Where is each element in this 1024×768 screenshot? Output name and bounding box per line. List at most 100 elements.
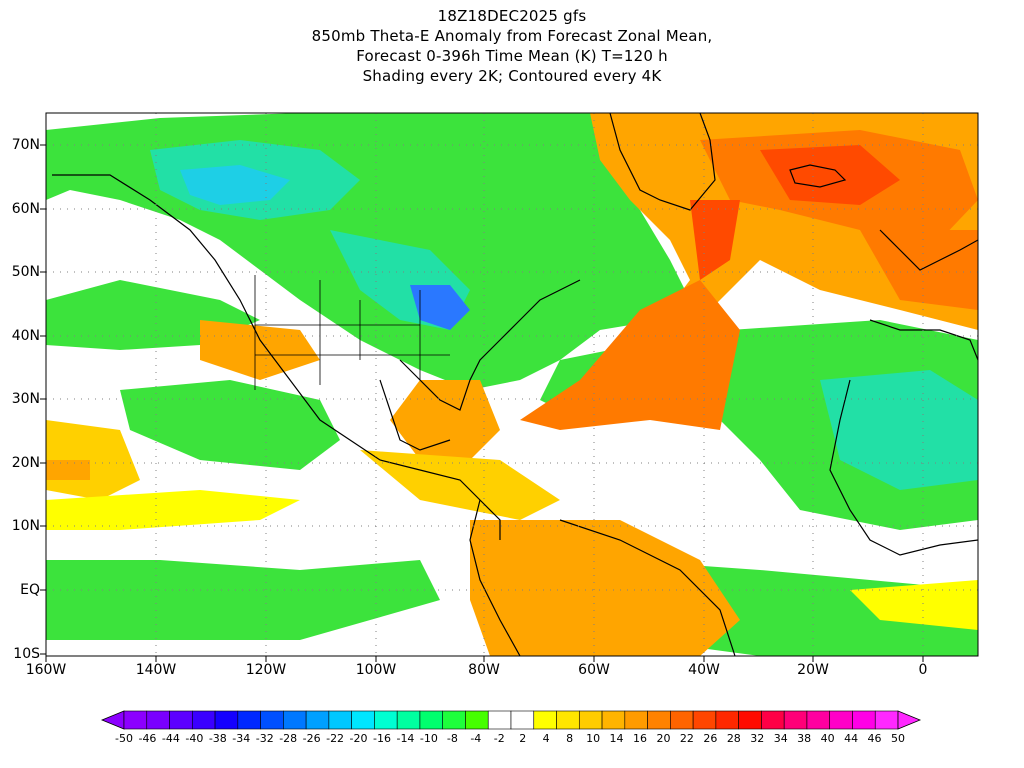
- colorbar-swatch: [169, 710, 193, 730]
- us-state-borders: [254, 275, 450, 390]
- colorbar-swatch: [328, 710, 352, 730]
- colorbar-swatch: [601, 710, 626, 730]
- colorbar-tick-label: -34: [232, 732, 251, 745]
- equatorial-pacific-green-region: [46, 560, 440, 640]
- colorbar-tick-label: -14: [396, 732, 415, 745]
- colorbar-tick-label: -8: [446, 732, 458, 745]
- lat-label-60n: 60N: [11, 201, 40, 217]
- iceland-coastline: [789, 164, 847, 188]
- pacific-green-region: [120, 380, 340, 470]
- colorbar-left-arrow: [100, 710, 125, 730]
- colorbar-swatch: [556, 710, 580, 730]
- colorbar-tick-label: 14: [609, 732, 624, 745]
- lon-label-40w: 40W: [688, 662, 720, 678]
- colorbar-swatch: [260, 710, 284, 730]
- colorbar-tick-label: -44: [161, 732, 180, 745]
- colorbar-tick-label: 26: [703, 732, 718, 745]
- greenland-red-plume: [690, 200, 740, 280]
- colorbar-swatch: [533, 710, 557, 730]
- hawaii-orange-spot: [46, 460, 90, 480]
- colorbar-tick-label: 46: [867, 732, 882, 745]
- title-line-2: 850mb Theta-E Anomaly from Forecast Zona…: [311, 27, 713, 45]
- colorbar-swatch: [692, 710, 717, 730]
- chart-title: 18Z18DEC2025 gfs 850mb Theta-E Anomaly f…: [0, 6, 1024, 86]
- colorbar-swatch: [647, 710, 671, 730]
- west-africa-coastline: [829, 379, 978, 556]
- lat-label-20n: 20N: [11, 455, 40, 471]
- greenland-coastline: [609, 113, 716, 211]
- europe-orange-region: [860, 230, 978, 310]
- colorbar-swatch: [670, 710, 694, 730]
- colorbar-tick-label: -40: [185, 732, 204, 745]
- colorbar-swatch: [874, 710, 899, 730]
- colorbar-swatch: [396, 710, 421, 730]
- americas-west-coastline: [52, 174, 501, 540]
- colorbar-swatch: [829, 710, 853, 730]
- colorbar-swatch: [852, 710, 876, 730]
- sahara-cyan-region: [820, 370, 978, 490]
- europe-coastline: [879, 229, 978, 271]
- colorbar-tick-label: 50: [891, 732, 905, 745]
- south-america-west-coastline: [469, 499, 521, 656]
- colorbar-tick-label: -32: [255, 732, 274, 745]
- lon-label-160w: 160W: [25, 662, 67, 678]
- colorbar-tick-label: 8: [566, 732, 574, 745]
- colorbar-right-arrow: [897, 710, 922, 730]
- colorbar-swatch: [578, 710, 603, 730]
- colorbar-swatch: [351, 710, 375, 730]
- lat-label-eq: EQ: [20, 582, 40, 598]
- lon-label-80w: 80W: [468, 662, 500, 678]
- colorbar-swatch: [146, 710, 170, 730]
- colorbar-tick-label: -46: [138, 732, 157, 745]
- gulf-coastline: [379, 379, 451, 451]
- colorbar-swatch: [237, 710, 261, 730]
- colorbar-swatch: [715, 710, 739, 730]
- colorbar-tick-label: 44: [844, 732, 859, 745]
- lat-label-40n: 40N: [11, 328, 40, 344]
- colorbar-swatch: [305, 710, 330, 730]
- colorbar-tick-label: 34: [773, 732, 788, 745]
- colorbar-tick-label: 38: [797, 732, 812, 745]
- atlantic-plume-orange: [520, 280, 740, 430]
- title-line-1: 18Z18DEC2025 gfs: [437, 7, 587, 25]
- colorbar-swatch: [214, 710, 239, 730]
- colorbar-tick-label: 16: [633, 732, 647, 745]
- colorbar-swatch: [191, 710, 216, 730]
- colorbar-tick-label: -28: [279, 732, 298, 745]
- colorbar-swatch: [487, 710, 512, 730]
- colorbar-tick-label: -10: [419, 732, 438, 745]
- gulf-of-guinea-yellow-band: [850, 580, 978, 630]
- gulf-orange-region: [390, 380, 500, 470]
- north-africa-coastline: [869, 319, 978, 361]
- lon-label-120w: 120W: [245, 662, 287, 678]
- lon-label-0: 0: [918, 662, 928, 678]
- colorbar-swatch: [442, 710, 466, 730]
- colorbar-tick-label: -50: [115, 732, 133, 745]
- colorbar-swatch: [761, 710, 785, 730]
- title-line-4: Shading every 2K; Contoured every 4K: [362, 67, 662, 85]
- colorbar-swatch: [624, 710, 648, 730]
- canada-cyan-core: [180, 165, 290, 205]
- colorbar-tick-label: 20: [656, 732, 671, 745]
- colorbar-tick-label: -16: [373, 732, 391, 745]
- tropical-pacific-yellow-band: [46, 490, 300, 530]
- baja-orange-region: [200, 320, 320, 380]
- lat-label-30n: 30N: [11, 391, 40, 407]
- colorbar-swatch: [419, 710, 444, 730]
- south-america-east-coastline: [559, 519, 736, 656]
- lon-label-100w: 100W: [355, 662, 397, 678]
- colorbar-tick-label: 32: [750, 732, 765, 745]
- colorbar-swatch: [783, 710, 808, 730]
- lat-label-10s: 10S: [13, 646, 40, 662]
- plot-frame: [45, 112, 979, 657]
- axis-ticks: [40, 144, 924, 662]
- us-east-coastline: [399, 279, 581, 411]
- colorbar-swatch: [374, 710, 398, 730]
- colorbar-tick-label: -20: [349, 732, 368, 745]
- colorbar-swatch: [465, 710, 489, 730]
- title-line-3: Forecast 0-396h Time Mean (K) T=120 h: [356, 47, 668, 65]
- colorbar-swatch: [806, 710, 831, 730]
- colorbar-tick-label: -38: [208, 732, 227, 745]
- colorbar-tick-label: 28: [726, 732, 741, 745]
